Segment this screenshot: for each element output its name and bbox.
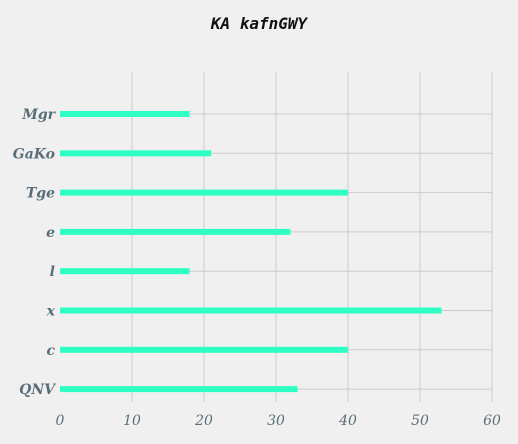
x-tick-label-0: 0 — [56, 413, 65, 429]
bar-6 — [60, 346, 348, 353]
x-tick-label-1: 10 — [123, 413, 141, 429]
y-tick-labels: Mgr GaKo Tge e l x c QNV — [13, 107, 57, 398]
x-tick-label-3: 30 — [267, 413, 285, 429]
y-tick-label-0: Mgr — [21, 107, 56, 123]
x-tick-label-2: 20 — [194, 413, 213, 429]
y-tick-label-3: e — [46, 225, 55, 241]
chart-title: KA kafnGWY — [210, 14, 308, 33]
bar-0 — [60, 111, 190, 117]
y-tick-label-6: c — [46, 343, 55, 359]
bar-7 — [60, 386, 298, 393]
x-tick-label-6: 60 — [483, 413, 501, 429]
y-tick-label-1: GaKo — [13, 146, 55, 162]
bar-layer — [60, 111, 442, 393]
bar-4 — [60, 268, 190, 275]
x-tick-labels: 0 10 20 30 40 50 60 — [56, 413, 501, 429]
y-tick-label-2: Tge — [26, 186, 55, 202]
y-tick-label-5: x — [46, 304, 56, 320]
x-tick-label-5: 50 — [411, 413, 429, 429]
y-tick-label-7: QNV — [19, 382, 57, 398]
y-tick-label-4: l — [50, 264, 55, 280]
bar-2 — [60, 189, 348, 196]
bar-5 — [60, 307, 442, 314]
bar-1 — [60, 150, 212, 157]
bar-3 — [60, 228, 291, 235]
x-tick-label-4: 40 — [338, 413, 357, 429]
